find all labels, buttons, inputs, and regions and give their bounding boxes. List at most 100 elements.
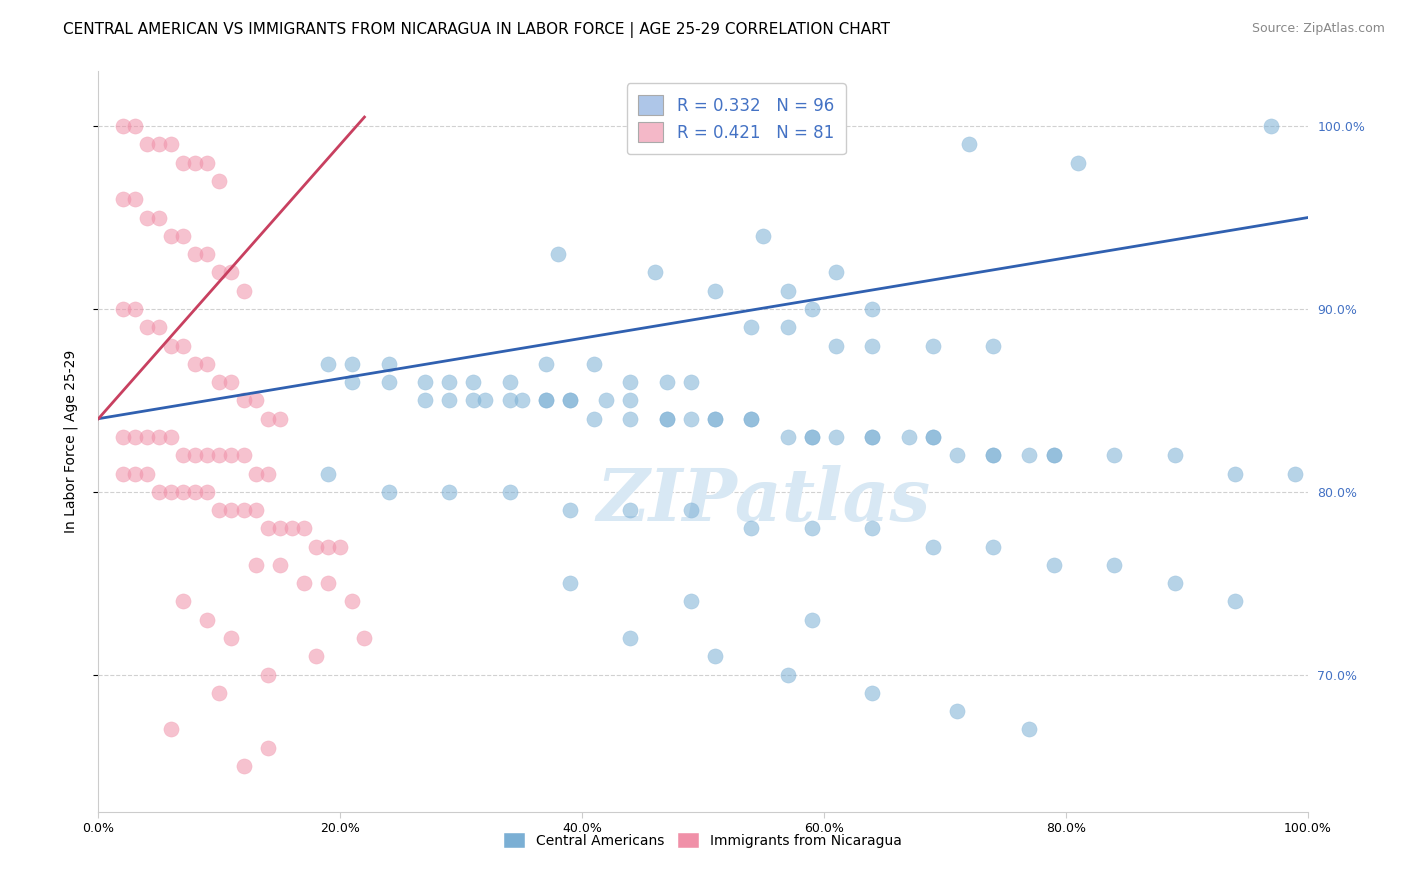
Point xyxy=(377,357,399,371)
Point xyxy=(221,503,243,517)
Point xyxy=(800,301,823,316)
Point xyxy=(256,667,278,681)
Point xyxy=(316,467,339,481)
Point xyxy=(1223,467,1246,481)
Point xyxy=(704,411,727,425)
Point xyxy=(135,320,157,334)
Point xyxy=(921,430,943,444)
Point xyxy=(957,137,980,152)
Point xyxy=(679,411,702,425)
Point xyxy=(208,174,231,188)
Point xyxy=(1018,448,1040,462)
Point xyxy=(172,448,194,462)
Point xyxy=(679,375,702,389)
Point xyxy=(800,430,823,444)
Point xyxy=(316,540,339,554)
Point xyxy=(353,631,375,645)
Point xyxy=(860,338,883,352)
Point xyxy=(111,119,134,133)
Point xyxy=(184,357,207,371)
Point xyxy=(619,631,641,645)
Point xyxy=(172,594,194,608)
Point xyxy=(1018,723,1040,737)
Text: ZIPatlas: ZIPatlas xyxy=(596,466,931,536)
Point xyxy=(342,594,364,608)
Point xyxy=(498,375,520,389)
Point xyxy=(655,375,678,389)
Point xyxy=(256,740,278,755)
Point xyxy=(292,576,315,591)
Point xyxy=(172,228,194,243)
Point xyxy=(124,467,146,481)
Point xyxy=(377,484,399,499)
Point xyxy=(860,430,883,444)
Point xyxy=(1163,576,1185,591)
Point xyxy=(474,393,496,408)
Point xyxy=(981,540,1004,554)
Point xyxy=(860,301,883,316)
Point xyxy=(740,411,762,425)
Point xyxy=(208,375,231,389)
Point xyxy=(437,393,460,408)
Point xyxy=(342,357,364,371)
Point xyxy=(946,448,969,462)
Point xyxy=(1042,448,1064,462)
Point xyxy=(740,411,762,425)
Text: Source: ZipAtlas.com: Source: ZipAtlas.com xyxy=(1251,22,1385,36)
Point xyxy=(208,686,231,700)
Point xyxy=(111,467,134,481)
Point xyxy=(1042,448,1064,462)
Text: CENTRAL AMERICAN VS IMMIGRANTS FROM NICARAGUA IN LABOR FORCE | AGE 25-29 CORRELA: CENTRAL AMERICAN VS IMMIGRANTS FROM NICA… xyxy=(63,22,890,38)
Point xyxy=(498,393,520,408)
Point xyxy=(269,521,291,535)
Point xyxy=(281,521,304,535)
Point xyxy=(377,375,399,389)
Point xyxy=(195,155,218,169)
Point xyxy=(1260,119,1282,133)
Point xyxy=(825,430,848,444)
Point xyxy=(195,448,218,462)
Point xyxy=(256,521,278,535)
Point xyxy=(184,247,207,261)
Point xyxy=(208,448,231,462)
Point xyxy=(981,448,1004,462)
Point xyxy=(232,759,254,773)
Point xyxy=(305,540,328,554)
Point xyxy=(1163,448,1185,462)
Point xyxy=(800,613,823,627)
Point xyxy=(981,448,1004,462)
Point xyxy=(558,393,581,408)
Point xyxy=(981,338,1004,352)
Point xyxy=(148,137,170,152)
Point xyxy=(776,667,799,681)
Point xyxy=(619,375,641,389)
Point xyxy=(148,320,170,334)
Point xyxy=(160,338,183,352)
Point xyxy=(1067,155,1090,169)
Point xyxy=(160,484,183,499)
Point xyxy=(316,357,339,371)
Point xyxy=(195,484,218,499)
Point xyxy=(160,137,183,152)
Point xyxy=(498,484,520,499)
Point xyxy=(232,448,254,462)
Point xyxy=(619,503,641,517)
Point xyxy=(860,521,883,535)
Point xyxy=(208,265,231,279)
Point xyxy=(776,320,799,334)
Point xyxy=(245,558,267,572)
Point xyxy=(124,192,146,206)
Point xyxy=(245,393,267,408)
Point xyxy=(160,723,183,737)
Point xyxy=(184,484,207,499)
Point xyxy=(172,338,194,352)
Point xyxy=(221,265,243,279)
Point xyxy=(740,521,762,535)
Point xyxy=(232,284,254,298)
Point xyxy=(921,430,943,444)
Point xyxy=(1102,558,1125,572)
Point xyxy=(342,375,364,389)
Point xyxy=(329,540,352,554)
Point xyxy=(463,393,485,408)
Point xyxy=(921,540,943,554)
